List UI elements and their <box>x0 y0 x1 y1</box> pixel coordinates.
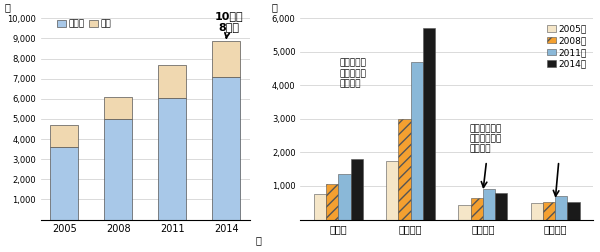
Bar <box>104 97 132 119</box>
Bar <box>483 189 495 219</box>
Bar <box>470 198 483 219</box>
Bar <box>50 147 78 219</box>
Bar <box>158 98 186 219</box>
Bar <box>423 28 435 219</box>
Legend: 2005年, 2008年, 2011年, 2014年: 2005年, 2008年, 2011年, 2014年 <box>545 23 589 71</box>
Text: 10年で
8割増: 10年で 8割増 <box>215 11 243 38</box>
Text: 年: 年 <box>256 236 262 246</box>
Bar <box>543 202 555 219</box>
Bar <box>326 184 338 219</box>
Text: 能登半島では
在宅医療が進
まない。: 能登半島では 在宅医療が進 まない。 <box>470 124 502 154</box>
Bar <box>398 119 410 219</box>
Text: 石川中央や
加賀の増加
に比べて: 石川中央や 加賀の増加 に比べて <box>340 58 367 88</box>
Bar <box>410 62 423 219</box>
Bar <box>338 174 350 219</box>
Bar <box>495 193 508 219</box>
Bar <box>530 203 543 219</box>
Bar <box>158 65 186 98</box>
Bar <box>314 194 326 219</box>
Y-axis label: 件: 件 <box>271 2 277 12</box>
Bar <box>104 119 132 219</box>
Y-axis label: 件: 件 <box>4 2 10 12</box>
Legend: 診療所, 病院: 診療所, 病院 <box>56 19 112 29</box>
Bar <box>386 161 398 219</box>
Bar <box>50 125 78 147</box>
Bar <box>458 205 470 219</box>
Bar <box>568 202 580 219</box>
Bar <box>555 196 568 219</box>
Bar <box>212 77 240 219</box>
Bar <box>212 41 240 77</box>
Bar <box>350 159 363 219</box>
